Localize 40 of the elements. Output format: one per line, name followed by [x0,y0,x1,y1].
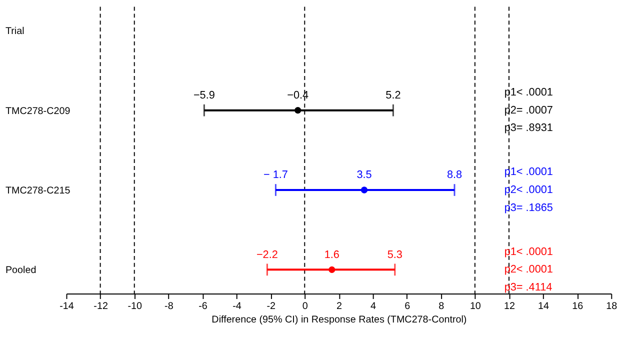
x-tick-label: -2 [266,300,276,312]
x-tick-label: 12 [504,300,515,312]
x-tick-label: 14 [538,300,550,312]
annotation: p2< .0001 [504,264,553,276]
y-tick-label: Trial [5,26,24,38]
y-tick-label: TMC278-C209 [5,106,71,117]
annotation: 5.2 [386,89,401,102]
x-tick-label: 4 [370,300,377,312]
annotation: p1< .0001 [504,86,553,98]
annotation: p3= .8931 [504,122,553,134]
annotation: p2< .0001 [504,184,553,196]
y-tick-label: TMC278-C215 [5,185,71,196]
x-tick-label: -8 [164,300,174,312]
x-tick-label: -10 [128,300,143,312]
annotation: p3= .1865 [504,202,553,214]
data-label: 1.6 [324,248,340,261]
annotation: 5.3 [387,248,402,261]
annotation: −2.2 [256,248,278,261]
x-tick-label: 0 [302,300,308,312]
x-tick-label: 18 [606,300,618,312]
x-tick-label: -14 [60,300,74,312]
x-tick-label: 10 [470,300,482,312]
y-tick-label: Pooled [5,265,36,276]
x-tick-label: 2 [336,300,342,312]
annotation: p1< .0001 [504,246,553,258]
x-tick-label: -6 [198,300,208,312]
data-label: 3.5 [356,169,372,182]
annotation: − 1.7 [263,169,288,182]
annotation: p1< .0001 [504,166,553,178]
x-tick-label: 8 [438,300,445,312]
x-axis-title: Difference (95% CI) in Response Rates (TMC278-Control) [212,314,467,326]
data-label: −0.4 [287,89,309,102]
annotation: p2= .0007 [504,104,553,116]
x-tick-label: -4 [232,300,242,312]
x-tick-label: 6 [404,300,411,312]
annotation: −5.9 [193,89,215,102]
annotation: p3= .4114 [504,281,552,294]
x-tick-label: -12 [94,300,108,312]
x-tick-label: 16 [572,300,584,312]
annotation: 8.8 [446,169,462,182]
